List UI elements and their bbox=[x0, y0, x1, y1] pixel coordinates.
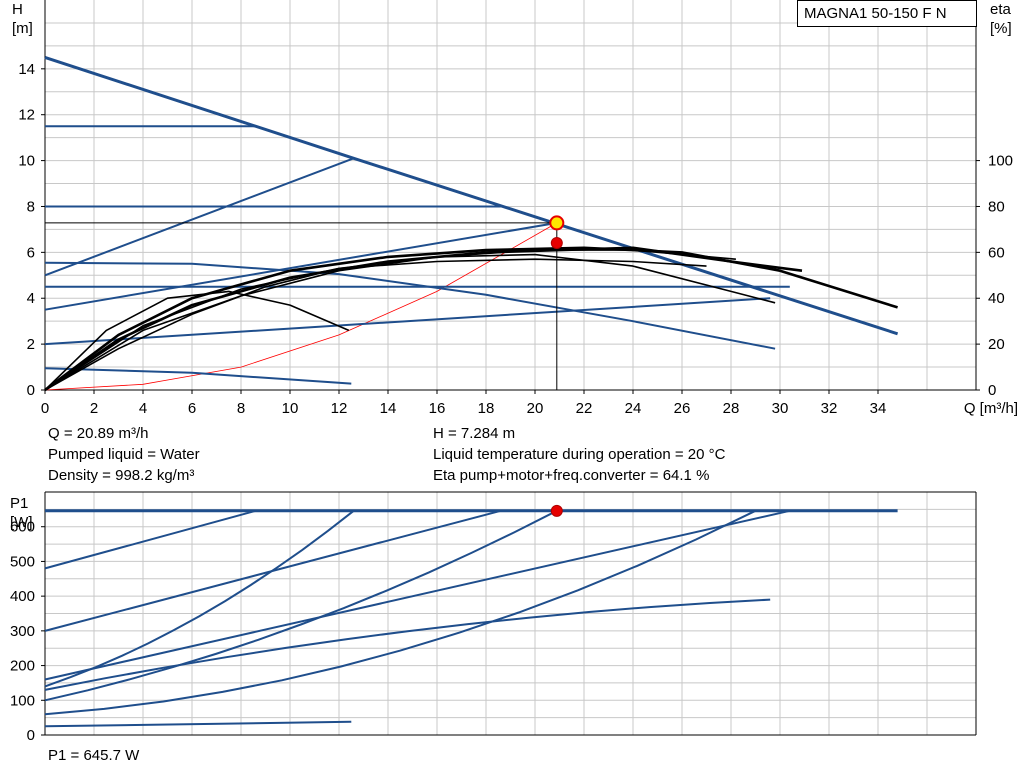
top-x-tick-label: 26 bbox=[674, 400, 691, 417]
density-value: Density = 998.2 kg/m³ bbox=[48, 467, 195, 484]
top-x-tick-label: 30 bbox=[772, 400, 789, 417]
eta-curve-1 bbox=[44, 246, 803, 392]
power-curve-5 bbox=[44, 509, 791, 681]
top-y-tick-label: 10 bbox=[18, 153, 35, 170]
top-y-tick-label: 14 bbox=[18, 61, 35, 78]
bottom-y-tick-label: 0 bbox=[27, 727, 35, 744]
top-x-tick-label: 8 bbox=[237, 400, 245, 417]
top-x-axis-label: Q [m³/h] bbox=[964, 400, 1018, 417]
top-x-tick-label: 2 bbox=[90, 400, 98, 417]
top-x-tick-label: 6 bbox=[188, 400, 196, 417]
head-value: H = 7.284 m bbox=[433, 425, 516, 442]
eta-curve-0 bbox=[44, 246, 898, 392]
bottom-y-tick-label: 500 bbox=[10, 553, 35, 570]
model-label: MAGNA1 50-150 F N bbox=[797, 0, 977, 27]
head-curve-1 bbox=[44, 157, 355, 277]
top-x-tick-label: 34 bbox=[870, 400, 887, 417]
eta-curve-4 bbox=[44, 258, 707, 391]
power-curve-1 bbox=[44, 509, 256, 570]
top-y-tick-label: 4 bbox=[27, 290, 35, 307]
top-y-tick-label: 8 bbox=[27, 198, 35, 215]
system-curve bbox=[44, 222, 557, 391]
top-y-axis-label-0: H bbox=[12, 1, 23, 18]
top-y-tick-label: 2 bbox=[27, 336, 35, 353]
head-operating-point bbox=[549, 215, 565, 231]
top-y-tick-label: 6 bbox=[27, 244, 35, 261]
power-operating-point bbox=[550, 504, 563, 517]
top-y2-axis-label-1: [%] bbox=[990, 20, 1012, 37]
top-x-tick-label: 20 bbox=[527, 400, 544, 417]
top-x-tick-label: 10 bbox=[282, 400, 299, 417]
power-curve-7 bbox=[44, 509, 756, 716]
top-y2-tick-label: 20 bbox=[988, 336, 1005, 353]
top-y2-tick-label: 100 bbox=[988, 153, 1013, 170]
top-y2-axis-label-0: eta bbox=[990, 1, 1012, 18]
eta-curve-5 bbox=[44, 249, 736, 391]
power-curve-3 bbox=[44, 509, 501, 632]
top-y-tick-label: 0 bbox=[27, 382, 35, 399]
bottom-y-axis-label-0: P1 bbox=[10, 495, 28, 512]
top-x-tick-label: 12 bbox=[331, 400, 348, 417]
eta-curve-3 bbox=[44, 290, 350, 391]
info-left: Q = 20.89 m³/h Pumped liquid = Water Den… bbox=[48, 423, 200, 486]
bottom-y-tick-label: 600 bbox=[10, 519, 35, 536]
info-right: H = 7.284 m Liquid temperature during op… bbox=[433, 423, 725, 486]
head-curve-6 bbox=[44, 221, 557, 311]
top-x-tick-label: 22 bbox=[576, 400, 593, 417]
head-curve-7 bbox=[44, 261, 776, 350]
efficiency-value: Eta pump+motor+freq.converter = 64.1 % bbox=[433, 467, 710, 484]
power-curve-8 bbox=[44, 720, 352, 728]
top-x-tick-label: 16 bbox=[429, 400, 446, 417]
top-x-tick-label: 0 bbox=[41, 400, 49, 417]
eta-curve-2 bbox=[44, 253, 776, 391]
flow-value: Q = 20.89 m³/h bbox=[48, 425, 149, 442]
bottom-y-tick-label: 300 bbox=[10, 623, 35, 640]
top-x-tick-label: 24 bbox=[625, 400, 642, 417]
top-x-tick-label: 32 bbox=[821, 400, 838, 417]
top-x-tick-label: 18 bbox=[478, 400, 495, 417]
power-curve-6 bbox=[44, 598, 771, 691]
power-readout: P1 = 645.7 W bbox=[48, 747, 140, 764]
top-y2-tick-label: 80 bbox=[988, 198, 1005, 215]
top-y-tick-label: 12 bbox=[18, 107, 35, 124]
top-x-tick-label: 14 bbox=[380, 400, 397, 417]
bottom-y-axis-label-1: [W] bbox=[10, 514, 33, 531]
top-y2-tick-label: 0 bbox=[988, 382, 996, 399]
top-y2-tick-label: 40 bbox=[988, 290, 1005, 307]
head-curve-5 bbox=[44, 297, 771, 346]
power-curve-2 bbox=[44, 510, 355, 688]
bottom-y-tick-label: 400 bbox=[10, 588, 35, 605]
head-curve-8 bbox=[44, 367, 352, 385]
top-y2-tick-label: 60 bbox=[988, 244, 1005, 261]
power-curve-4 bbox=[44, 509, 558, 702]
eta-operating-point bbox=[550, 236, 563, 249]
pumped-liquid: Pumped liquid = Water bbox=[48, 446, 200, 463]
top-x-tick-label: 28 bbox=[723, 400, 740, 417]
liquid-temperature: Liquid temperature during operation = 20… bbox=[433, 446, 726, 463]
top-y-axis-label-1: [m] bbox=[12, 20, 33, 37]
bottom-y-tick-label: 100 bbox=[10, 692, 35, 709]
bottom-y-tick-label: 200 bbox=[10, 658, 35, 675]
top-x-tick-label: 4 bbox=[139, 400, 147, 417]
